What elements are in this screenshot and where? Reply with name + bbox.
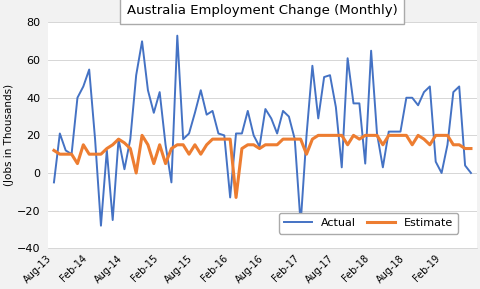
Estimate [467, 147, 473, 150]
Estimate [233, 196, 239, 199]
Actual [98, 224, 104, 227]
Y-axis label: (Jobs in Thousands): (Jobs in Thousands) [4, 84, 14, 186]
Estimate [51, 149, 57, 152]
Actual [51, 181, 57, 184]
Actual [344, 57, 350, 60]
Estimate [139, 134, 144, 137]
Estimate [326, 134, 332, 137]
Actual [444, 143, 449, 147]
Estimate [444, 134, 449, 137]
Actual [174, 34, 180, 37]
Estimate [344, 143, 350, 147]
Estimate [109, 143, 115, 147]
Actual [204, 113, 209, 116]
Actual [326, 73, 332, 77]
Title: Australia Employment Change (Monthly): Australia Employment Change (Monthly) [127, 4, 397, 17]
Line: Estimate: Estimate [54, 135, 470, 197]
Estimate [197, 153, 203, 156]
Actual [115, 137, 121, 141]
Line: Actual: Actual [54, 36, 470, 226]
Legend: Actual, Estimate: Actual, Estimate [278, 212, 457, 234]
Estimate [297, 137, 303, 141]
Actual [297, 222, 303, 225]
Actual [467, 171, 473, 175]
